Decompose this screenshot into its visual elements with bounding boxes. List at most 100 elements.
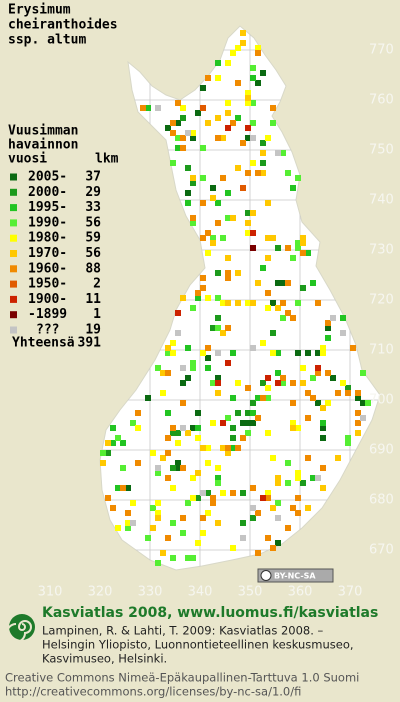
record-square — [255, 280, 261, 286]
record-square — [315, 365, 321, 371]
record-square — [245, 170, 251, 176]
record-square — [290, 425, 296, 431]
record-square — [325, 400, 331, 406]
record-square — [135, 425, 141, 431]
record-square — [360, 370, 366, 376]
easting-label: 340 — [188, 585, 213, 600]
northing-label: 730 — [369, 243, 394, 258]
record-square — [235, 380, 241, 386]
legend-label: ??? — [36, 323, 59, 338]
record-square — [245, 90, 251, 96]
record-square — [285, 170, 291, 176]
cc-badge: BY-NC-SA — [257, 568, 334, 583]
citation-line: Lampinen, R. & Lahti, T. 2009: Kasviatla… — [42, 624, 324, 638]
record-square — [275, 475, 281, 481]
record-square — [295, 245, 301, 251]
legend-count: 19 — [85, 323, 101, 338]
record-square — [120, 465, 126, 471]
legend-count: 33 — [85, 200, 101, 215]
record-square — [155, 365, 161, 371]
record-square — [270, 350, 276, 356]
record-square — [190, 180, 196, 186]
legend-heading: vuosi — [8, 152, 47, 167]
record-square — [190, 305, 196, 311]
record-square — [190, 365, 196, 371]
record-square — [250, 160, 256, 166]
record-square — [155, 560, 161, 566]
labels: 770 760 750 740 730 720 710 700 690 680 670 310 320 3… — [5, 3, 394, 699]
records — [100, 30, 371, 566]
record-square — [225, 100, 231, 106]
record-square — [210, 235, 216, 241]
record-square — [305, 350, 311, 356]
record-square — [105, 440, 111, 446]
record-square — [250, 400, 256, 406]
record-square — [350, 345, 356, 351]
record-square — [220, 445, 226, 451]
record-square — [170, 130, 176, 136]
record-square — [205, 355, 211, 361]
record-square — [240, 535, 246, 541]
record-square — [255, 80, 261, 86]
record-square — [310, 375, 316, 381]
legend-label: 1995- — [28, 200, 67, 215]
record-square — [245, 210, 251, 216]
record-square — [280, 280, 286, 286]
record-square — [320, 465, 326, 471]
record-square — [305, 505, 311, 511]
record-square — [130, 520, 136, 526]
legend-heading: havainnon — [8, 138, 78, 153]
record-square — [285, 525, 291, 531]
record-square — [205, 510, 211, 516]
record-square — [120, 440, 126, 446]
record-square — [180, 135, 186, 141]
record-square — [240, 435, 246, 441]
record-square — [205, 230, 211, 236]
record-square — [250, 515, 256, 521]
record-square — [175, 135, 181, 141]
record-square — [290, 505, 296, 511]
record-square — [110, 440, 116, 446]
record-square — [265, 200, 271, 206]
record-square — [230, 445, 236, 451]
record-square — [150, 450, 156, 456]
record-square — [170, 340, 176, 346]
easting-label: 360 — [288, 585, 313, 600]
record-square — [220, 300, 226, 306]
record-square — [295, 470, 301, 476]
record-square — [355, 430, 361, 436]
record-square — [250, 75, 256, 81]
record-square — [230, 490, 236, 496]
record-square — [250, 345, 256, 351]
record-square — [325, 370, 331, 376]
record-square — [280, 315, 286, 321]
record-square — [170, 555, 176, 561]
record-square — [110, 505, 116, 511]
record-square — [240, 140, 246, 146]
record-square — [225, 325, 231, 331]
record-square — [300, 250, 306, 256]
record-square — [355, 395, 361, 401]
record-square — [305, 415, 311, 421]
record-square — [205, 365, 211, 371]
record-square — [135, 460, 141, 466]
record-square — [180, 425, 186, 431]
record-square — [290, 315, 296, 321]
record-square — [225, 255, 231, 261]
record-square — [225, 360, 231, 366]
record-square — [290, 400, 296, 406]
record-square — [115, 485, 121, 491]
record-square — [170, 430, 176, 436]
record-square — [225, 415, 231, 421]
record-square — [210, 195, 216, 201]
record-square — [300, 480, 306, 486]
record-square — [200, 285, 206, 291]
record-square — [295, 510, 301, 516]
record-square — [130, 420, 136, 426]
record-square — [175, 145, 181, 151]
record-square — [200, 145, 206, 151]
record-square — [305, 250, 311, 256]
record-square — [295, 175, 301, 181]
record-square — [210, 500, 216, 506]
record-square — [225, 190, 231, 196]
